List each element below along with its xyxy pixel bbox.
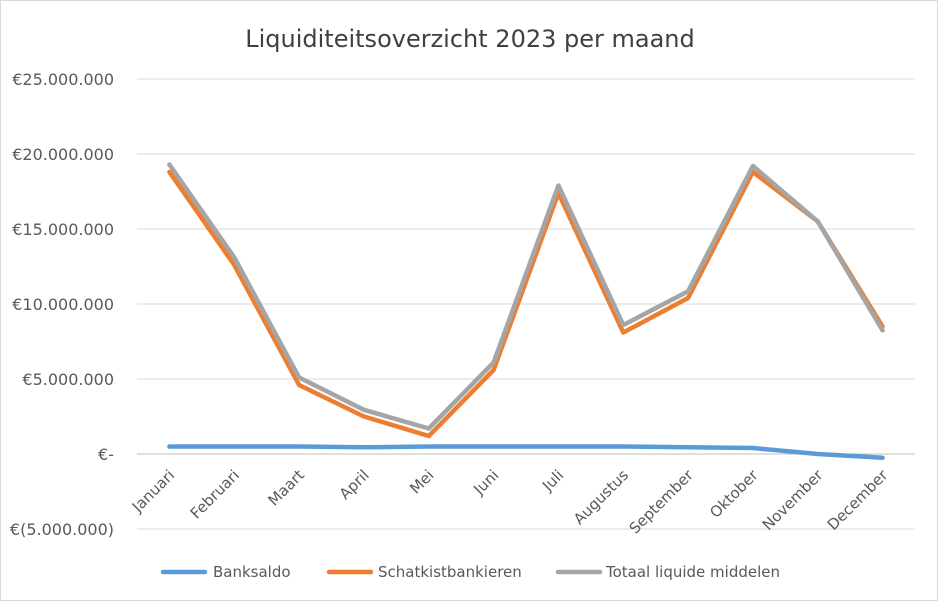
- chart-title: Liquiditeitsoverzicht 2023 per maand: [245, 25, 694, 53]
- legend-label: Schatkistbankieren: [378, 563, 522, 581]
- x-tick-label: Januari: [128, 466, 178, 516]
- legend-label: Totaal liquide middelen: [605, 563, 780, 581]
- x-tick-label: Maart: [265, 466, 308, 509]
- legend: Banksaldo Schatkistbankieren Totaal liquid…: [160, 563, 780, 581]
- x-tick-label: Februari: [187, 466, 243, 522]
- x-axis-ticks: Januari Februari Maart April Mei Juni Juli Augu…: [128, 466, 892, 538]
- series-line-2: [167, 169, 885, 439]
- y-tick-label: €-: [98, 445, 114, 464]
- series-line-3: [167, 162, 885, 431]
- y-tick-label: €(5.000.000): [10, 520, 114, 539]
- x-tick-label: Juni: [469, 466, 502, 499]
- x-tick-label: December: [824, 466, 892, 534]
- x-tick-label: Mei: [406, 466, 437, 497]
- y-tick-label: €10.000.000: [12, 295, 114, 314]
- x-tick-label: Juli: [538, 466, 567, 495]
- x-tick-label: Oktober: [706, 466, 762, 522]
- series-lines: [167, 162, 885, 461]
- gridlines: [137, 78, 915, 530]
- y-tick-label: €20.000.000: [12, 145, 114, 164]
- x-tick-label: April: [336, 466, 373, 503]
- y-tick-label: €5.000.000: [22, 370, 114, 389]
- y-axis-ticks: €25.000.000 €20.000.000 €15.000.000 €10.000…: [10, 70, 114, 539]
- x-tick-label: September: [626, 466, 698, 538]
- x-tick-label: Augustus: [570, 466, 632, 528]
- y-tick-label: €25.000.000: [12, 70, 114, 89]
- x-tick-label: November: [759, 466, 827, 534]
- legend-label: Banksaldo: [213, 563, 291, 581]
- y-tick-label: €15.000.000: [12, 220, 114, 239]
- series-line-1: [167, 444, 885, 461]
